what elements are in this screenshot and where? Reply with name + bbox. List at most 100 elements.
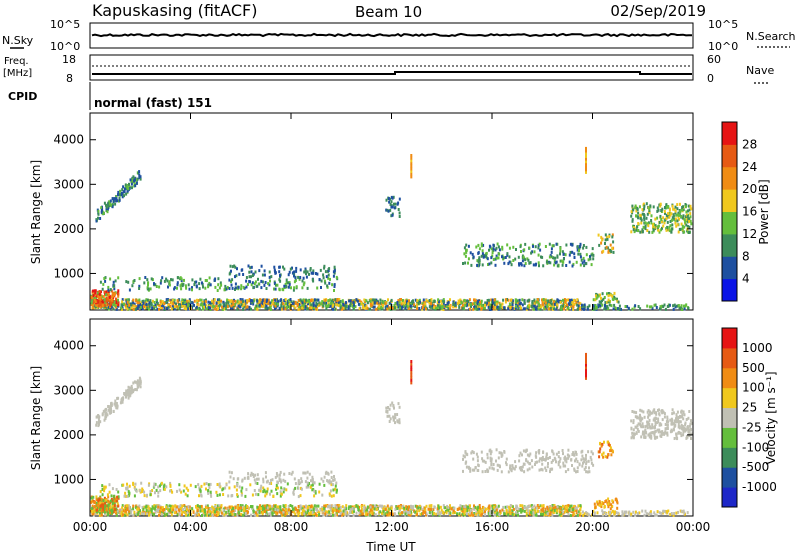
nave-tick-top: 60: [707, 53, 721, 66]
echo-cell: [575, 507, 577, 510]
freq-trace: [92, 72, 692, 74]
echo-cell: [579, 245, 581, 248]
echo-cell: [242, 308, 244, 311]
echo-cell: [577, 253, 579, 256]
echo-cell: [464, 262, 466, 265]
echo-cell: [216, 302, 218, 305]
echo-cell: [297, 276, 299, 279]
echo-cell: [449, 298, 451, 301]
echo-cell: [191, 288, 193, 291]
echo-cell: [501, 303, 503, 306]
echo-cell: [169, 280, 171, 283]
echo-cell: [563, 257, 565, 260]
echo-cell: [589, 257, 591, 260]
echo-cell: [594, 512, 596, 515]
echo-cell: [236, 308, 238, 311]
echo-cell: [650, 219, 652, 222]
echo-cell: [136, 508, 138, 511]
echo-cell: [398, 208, 400, 211]
echo-cell: [360, 510, 362, 513]
echo-cell: [659, 308, 661, 311]
echo-cell: [407, 302, 409, 305]
nsky-panel: N.Sky 10^5 10^0 10^5 10^0 N.Search: [2, 18, 796, 53]
echo-cell: [324, 512, 326, 515]
echo-cell: [401, 306, 403, 309]
echo-cell: [539, 243, 541, 246]
echo-cell: [449, 305, 451, 308]
echo-cell: [605, 238, 607, 241]
echo-cell: [399, 215, 401, 218]
echo-cell: [516, 505, 518, 508]
echo-cell: [387, 505, 389, 508]
echo-cell: [119, 190, 121, 193]
echo-cell: [388, 197, 390, 200]
echo-cell: [446, 511, 448, 514]
echo-cell: [305, 299, 307, 302]
echo-cell: [619, 305, 621, 308]
echo-cell: [418, 509, 420, 512]
echo-cell: [393, 203, 395, 206]
echo-cell: [668, 216, 670, 219]
echo-cell: [223, 303, 225, 306]
echo-cell: [366, 305, 368, 308]
echo-cell: [234, 513, 236, 516]
echo-cell: [673, 308, 675, 311]
echo-cell: [688, 231, 690, 234]
echo-cell: [392, 197, 394, 200]
echo-cell: [497, 305, 499, 308]
echo-cell: [303, 513, 305, 516]
echo-cell: [334, 266, 336, 269]
echo-cell: [146, 505, 148, 508]
echo-cell: [126, 508, 128, 511]
echo-cell: [610, 250, 612, 253]
echo-cell: [329, 278, 331, 281]
echo-cell: [532, 245, 534, 248]
echo-cell: [302, 509, 304, 512]
echo-cell: [310, 307, 312, 310]
echo-cell: [329, 298, 331, 301]
echo-cell: [525, 507, 527, 510]
echo-cell: [221, 512, 223, 515]
echo-cell: [143, 512, 145, 515]
echo-cell: [496, 509, 498, 512]
echo-cell: [103, 212, 105, 215]
echo-cell: [131, 307, 133, 310]
echo-cell: [637, 222, 639, 225]
echo-cell: [585, 147, 587, 150]
echo-cell: [512, 259, 514, 262]
echo-cell: [625, 512, 627, 515]
echo-cell: [473, 256, 475, 259]
echo-cell: [187, 514, 189, 517]
echo-cell: [608, 294, 610, 297]
echo-cell: [583, 257, 585, 260]
echo-cell: [473, 298, 475, 301]
echo-cell: [256, 300, 258, 303]
echo-cell: [135, 299, 137, 302]
echo-cell: [352, 507, 354, 510]
echo-cell: [300, 268, 302, 271]
echo-cell: [273, 508, 275, 511]
echo-cell: [119, 199, 121, 202]
echo-cell: [290, 286, 292, 289]
echo-cell: [515, 299, 517, 302]
echo-cell: [321, 300, 323, 303]
echo-cell: [195, 505, 197, 508]
echo-cell: [300, 298, 302, 301]
echo-cell: [530, 252, 532, 255]
echo-cell: [240, 284, 242, 287]
echo-cell: [689, 212, 691, 215]
echo-cell: [379, 510, 381, 513]
echo-cell: [608, 299, 610, 302]
echo-cell: [583, 260, 585, 263]
echo-cell: [147, 282, 149, 285]
echo-cell: [571, 251, 573, 254]
echo-cell: [257, 278, 259, 281]
echo-cell: [523, 307, 525, 310]
echo-cell: [115, 301, 117, 304]
echo-cell: [536, 301, 538, 304]
echo-cell: [223, 509, 225, 512]
echo-cell: [587, 308, 589, 311]
echo-cell: [540, 513, 542, 516]
echo-cell: [518, 256, 520, 259]
